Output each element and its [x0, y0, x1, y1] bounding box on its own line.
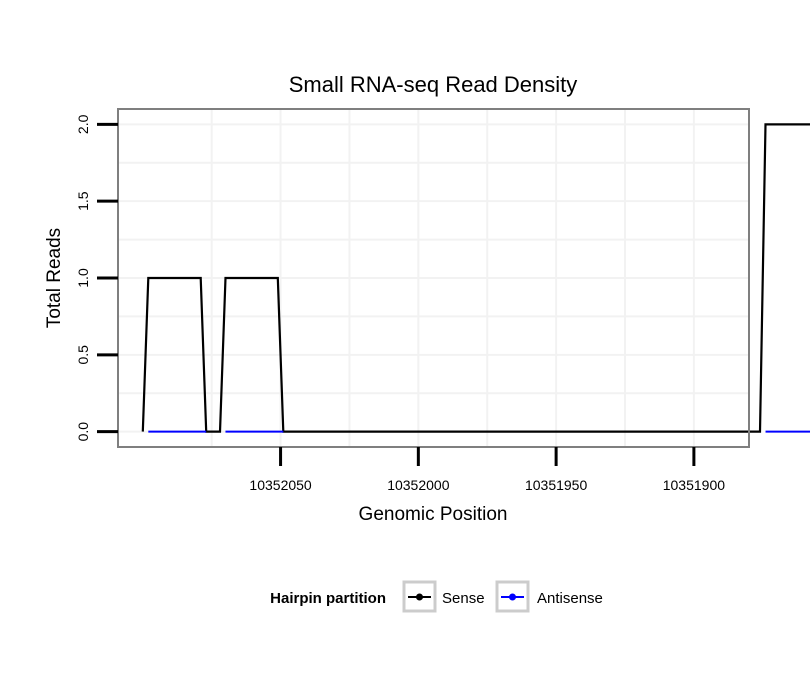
- legend-label-sense: Sense: [442, 590, 485, 607]
- x-axis: 10352050 10352000 10351950 10351900: [249, 447, 725, 493]
- y-tick-label: 1.5: [75, 191, 91, 211]
- y-tick-label: 0.5: [75, 345, 91, 365]
- legend-item-sense: Sense: [402, 580, 485, 613]
- grid-lines: [118, 109, 749, 447]
- series-layer: [141, 123, 810, 433]
- legend-item-antisense: Antisense: [495, 580, 603, 613]
- y-axis: 0.0 0.5 1.0 1.5 2.0: [75, 114, 118, 441]
- x-tick-label: 10352000: [387, 477, 450, 493]
- x-tick-label: 10351950: [525, 477, 588, 493]
- x-tick-label: 10352050: [249, 477, 312, 493]
- x-axis-title: Genomic Position: [359, 504, 508, 525]
- legend-label-antisense: Antisense: [537, 590, 603, 607]
- y-tick-label: 1.0: [75, 268, 91, 288]
- series-line-sense: [141, 123, 810, 433]
- legend-point-antisense: [509, 593, 516, 601]
- legend-point-sense: [416, 593, 423, 601]
- x-tick-label: 10351900: [663, 477, 726, 493]
- chart-title: Small RNA-seq Read Density: [289, 72, 578, 97]
- legend-title: Hairpin partition: [270, 590, 386, 607]
- y-tick-label: 2.0: [75, 114, 91, 134]
- y-axis-title: Total Reads: [44, 228, 65, 328]
- y-tick-label: 0.0: [75, 422, 91, 442]
- legend: Hairpin partition Sense Antisense: [270, 580, 603, 613]
